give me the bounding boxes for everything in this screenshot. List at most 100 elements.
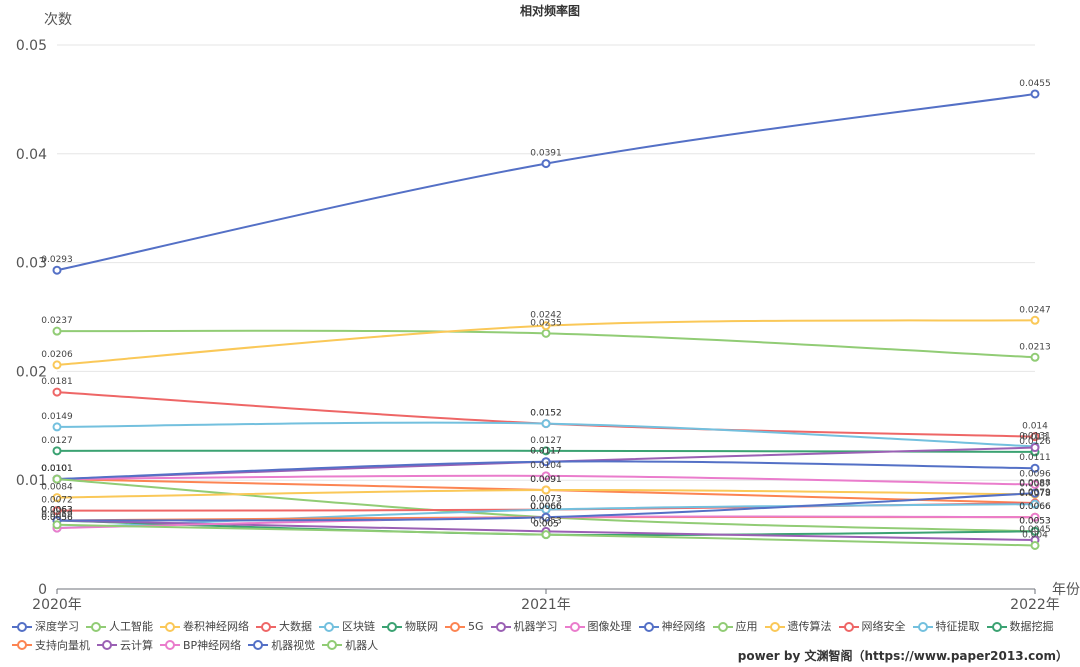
legend-item[interactable]: 5G bbox=[445, 618, 484, 635]
data-label: 0.0063 bbox=[41, 505, 73, 515]
data-point[interactable] bbox=[1030, 315, 1040, 325]
data-point[interactable] bbox=[541, 512, 551, 522]
legend-marker-icon bbox=[986, 621, 1007, 632]
legend-label: 图像处理 bbox=[587, 620, 632, 633]
data-point[interactable] bbox=[52, 360, 62, 370]
legend-marker-icon bbox=[12, 640, 32, 650]
data-point[interactable] bbox=[1030, 480, 1040, 490]
data-point[interactable] bbox=[1030, 488, 1040, 498]
legend-item[interactable]: 物联网 bbox=[382, 618, 438, 635]
data-point[interactable] bbox=[1030, 540, 1040, 550]
data-label: 0.0213 bbox=[1019, 342, 1051, 352]
data-label: 0.0391 bbox=[530, 149, 562, 159]
data-label: 0.005 bbox=[533, 520, 559, 530]
data-point[interactable] bbox=[52, 326, 62, 336]
data-point[interactable] bbox=[1030, 463, 1040, 473]
legend-item[interactable]: 网络安全 bbox=[838, 618, 906, 635]
legend-item[interactable]: 支持向量机 bbox=[12, 637, 90, 654]
data-label: 0.0091 bbox=[530, 475, 562, 485]
y-tick-label: 0.05 bbox=[16, 38, 47, 54]
legend-marker-icon bbox=[12, 621, 32, 632]
legend-marker-icon bbox=[97, 640, 117, 650]
legend-label: 机器人 bbox=[345, 638, 379, 652]
legend-marker-icon bbox=[319, 621, 339, 632]
data-point[interactable] bbox=[541, 530, 551, 540]
legend-marker-icon bbox=[322, 640, 343, 650]
data-label: 0.0117 bbox=[530, 447, 562, 457]
data-point[interactable] bbox=[541, 321, 551, 331]
legend-marker-icon bbox=[160, 640, 180, 650]
legend-item[interactable]: 图像处理 bbox=[564, 618, 632, 635]
data-label: 0.0152 bbox=[530, 409, 562, 419]
data-point[interactable] bbox=[1030, 352, 1040, 362]
data-label: 0.0455 bbox=[1019, 79, 1051, 89]
data-label: 0.0181 bbox=[41, 377, 73, 387]
data-label: 0.0073 bbox=[530, 495, 562, 505]
legend-item[interactable]: 特征提取 bbox=[912, 618, 980, 635]
legend-item[interactable]: 神经网络 bbox=[638, 618, 706, 635]
data-point[interactable] bbox=[52, 474, 62, 484]
legend-item[interactable]: 机器视觉 bbox=[248, 637, 315, 654]
data-label: 0.0131 bbox=[1019, 431, 1051, 441]
data-point[interactable] bbox=[1030, 512, 1040, 522]
legend-item[interactable]: 人工智能 bbox=[86, 618, 153, 635]
legend-label: 机器视觉 bbox=[271, 638, 316, 652]
data-point[interactable] bbox=[52, 506, 62, 516]
legend-item[interactable]: 机器人 bbox=[322, 637, 378, 654]
data-label: 0.0117 bbox=[530, 447, 562, 457]
legend-item[interactable]: 应用 bbox=[712, 618, 758, 635]
data-point[interactable] bbox=[1030, 526, 1040, 536]
legend-item[interactable]: 遗传算法 bbox=[764, 618, 832, 635]
data-label: 0.0206 bbox=[41, 350, 73, 360]
data-point[interactable] bbox=[541, 328, 551, 338]
legend-item[interactable]: 云计算 bbox=[97, 637, 153, 654]
data-label: 0.0084 bbox=[41, 483, 73, 493]
data-point[interactable] bbox=[52, 387, 62, 397]
legend-label: 卷积神经网络 bbox=[183, 620, 249, 633]
data-label: 0.0127 bbox=[530, 436, 562, 446]
data-point[interactable] bbox=[541, 485, 551, 495]
data-point[interactable] bbox=[1030, 443, 1040, 453]
data-point[interactable] bbox=[541, 446, 551, 456]
legend-item[interactable]: 深度学习 bbox=[12, 618, 79, 635]
legend-item[interactable]: 机器学习 bbox=[490, 618, 558, 635]
data-point[interactable] bbox=[52, 520, 62, 530]
data-point[interactable] bbox=[541, 419, 551, 429]
data-label: 0.0247 bbox=[1019, 305, 1051, 315]
data-point[interactable] bbox=[1030, 89, 1040, 99]
data-label: 0.0149 bbox=[41, 412, 73, 422]
legend-item[interactable]: 数据挖掘 bbox=[986, 618, 1054, 635]
legend-item[interactable]: BP神经网络 bbox=[160, 637, 241, 654]
data-point[interactable] bbox=[541, 457, 551, 467]
legend-marker-icon bbox=[86, 621, 106, 632]
data-point[interactable] bbox=[52, 493, 62, 503]
data-label: 0.005 bbox=[533, 520, 559, 530]
legend-item[interactable]: 大数据 bbox=[256, 618, 312, 635]
legend-label: 支持向量机 bbox=[35, 638, 90, 652]
data-label: 0.0063 bbox=[41, 505, 73, 515]
x-tick-label: 2022年 bbox=[1010, 597, 1060, 613]
legend-label: 机器学习 bbox=[513, 620, 558, 633]
legend-item[interactable]: 区块链 bbox=[319, 618, 375, 635]
x-tick-label: 2020年 bbox=[32, 597, 82, 613]
legend-marker-icon bbox=[912, 621, 933, 632]
series-line bbox=[56, 92, 1036, 272]
data-label: 0.0237 bbox=[41, 316, 73, 326]
data-label: 0.014 bbox=[1022, 422, 1048, 432]
data-point[interactable] bbox=[52, 422, 62, 432]
data-label: 0.013 bbox=[1022, 433, 1048, 443]
data-point[interactable] bbox=[52, 265, 62, 275]
y-axis-ticks: 0 0.01 0.02 0.03 0.04 0.05 bbox=[16, 38, 47, 598]
data-label: 0.0053 bbox=[1019, 516, 1051, 526]
data-point[interactable] bbox=[541, 159, 551, 169]
data-point[interactable] bbox=[1030, 432, 1040, 442]
data-label: 0.0045 bbox=[1019, 525, 1051, 535]
y-tick-label: 0.03 bbox=[16, 256, 47, 272]
data-point[interactable] bbox=[1030, 499, 1040, 509]
legend-item[interactable]: 卷积神经网络 bbox=[160, 618, 249, 635]
data-label: 0.0073 bbox=[530, 495, 562, 505]
data-point[interactable] bbox=[52, 446, 62, 456]
data-point[interactable] bbox=[541, 471, 551, 481]
data-label: 0.0242 bbox=[530, 311, 562, 321]
chart-title: 相对频率图 bbox=[520, 3, 580, 18]
